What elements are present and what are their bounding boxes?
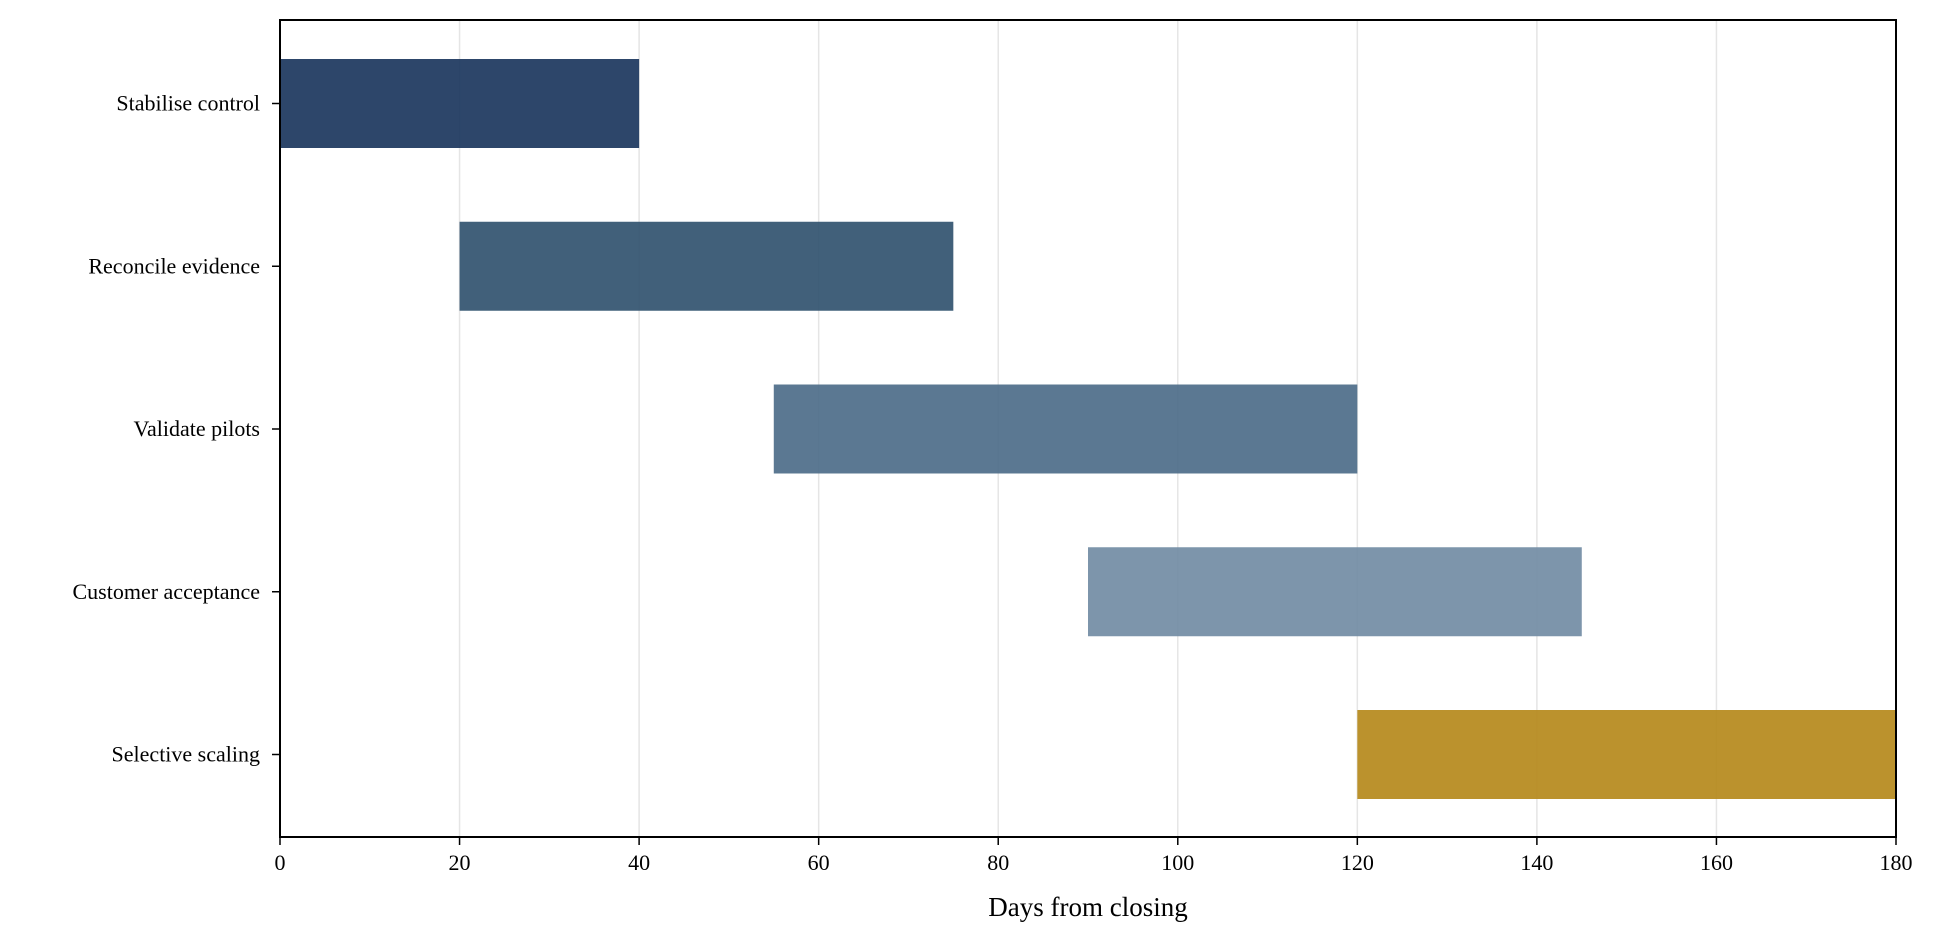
x-tick-label: 0 — [275, 850, 286, 875]
x-tick-label: 180 — [1880, 850, 1913, 875]
y-tick-label: Stabilise control — [116, 91, 260, 116]
y-tick-label: Validate pilots — [134, 416, 260, 441]
y-tick-label: Customer acceptance — [72, 579, 260, 604]
x-tick-label: 120 — [1341, 850, 1374, 875]
task-bar — [773, 384, 1358, 474]
task-bar — [459, 221, 954, 311]
x-tick-label: 40 — [628, 850, 650, 875]
x-tick-label: 60 — [808, 850, 830, 875]
x-tick-label: 100 — [1161, 850, 1194, 875]
y-tick-label: Selective scaling — [112, 742, 260, 767]
y-tick-label: Reconcile evidence — [88, 253, 260, 278]
x-axis-ticks: 0 20 40 60 80 100 120 140 160 180 — [275, 837, 1913, 875]
y-axis-ticks: Stabilise control Reconcile evidence Valid… — [72, 91, 280, 767]
task-bar — [1357, 710, 1896, 799]
task-bar — [1088, 547, 1582, 637]
x-tick-label: 160 — [1700, 850, 1733, 875]
x-axis-title: Days from closing — [988, 892, 1187, 922]
x-tick-label: 20 — [449, 850, 471, 875]
task-bar — [280, 59, 640, 148]
x-tick-label: 80 — [987, 850, 1009, 875]
x-tick-label: 140 — [1520, 850, 1553, 875]
task-bars — [280, 59, 1896, 799]
